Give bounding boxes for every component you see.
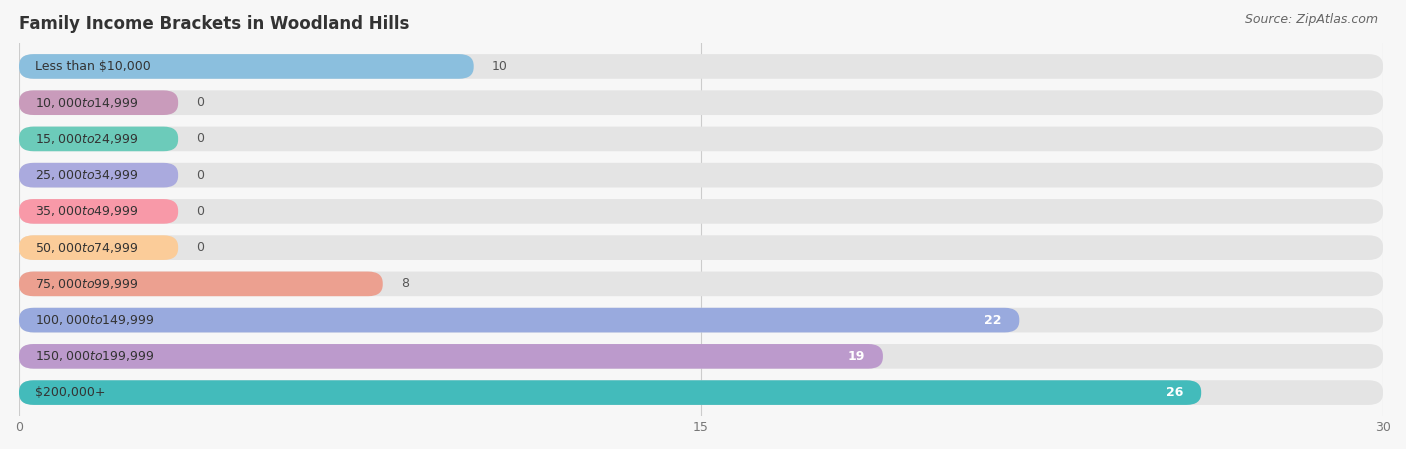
Text: $150,000 to $199,999: $150,000 to $199,999 — [35, 349, 155, 363]
FancyBboxPatch shape — [20, 127, 1384, 151]
FancyBboxPatch shape — [20, 272, 1384, 296]
Text: $100,000 to $149,999: $100,000 to $149,999 — [35, 313, 155, 327]
FancyBboxPatch shape — [20, 272, 382, 296]
Text: 8: 8 — [401, 277, 409, 291]
FancyBboxPatch shape — [20, 344, 1384, 369]
FancyBboxPatch shape — [20, 163, 1384, 188]
Text: $15,000 to $24,999: $15,000 to $24,999 — [35, 132, 138, 146]
Text: $50,000 to $74,999: $50,000 to $74,999 — [35, 241, 138, 255]
Text: 10: 10 — [492, 60, 508, 73]
FancyBboxPatch shape — [20, 380, 1384, 405]
FancyBboxPatch shape — [20, 127, 179, 151]
Text: 0: 0 — [197, 169, 204, 182]
FancyBboxPatch shape — [20, 90, 1384, 115]
FancyBboxPatch shape — [20, 54, 474, 79]
Text: 26: 26 — [1166, 386, 1182, 399]
Text: 0: 0 — [197, 132, 204, 145]
FancyBboxPatch shape — [20, 235, 179, 260]
FancyBboxPatch shape — [20, 308, 1019, 332]
Text: $10,000 to $14,999: $10,000 to $14,999 — [35, 96, 138, 110]
FancyBboxPatch shape — [20, 199, 179, 224]
FancyBboxPatch shape — [20, 54, 1384, 79]
Text: $200,000+: $200,000+ — [35, 386, 105, 399]
Text: 19: 19 — [848, 350, 865, 363]
FancyBboxPatch shape — [20, 163, 179, 188]
Text: $35,000 to $49,999: $35,000 to $49,999 — [35, 204, 138, 218]
FancyBboxPatch shape — [20, 344, 883, 369]
Text: 0: 0 — [197, 205, 204, 218]
Text: 0: 0 — [197, 241, 204, 254]
Text: Family Income Brackets in Woodland Hills: Family Income Brackets in Woodland Hills — [20, 15, 409, 33]
FancyBboxPatch shape — [20, 235, 1384, 260]
Text: Less than $10,000: Less than $10,000 — [35, 60, 150, 73]
FancyBboxPatch shape — [20, 199, 1384, 224]
Text: Source: ZipAtlas.com: Source: ZipAtlas.com — [1244, 13, 1378, 26]
FancyBboxPatch shape — [20, 308, 1384, 332]
FancyBboxPatch shape — [20, 380, 1201, 405]
Text: 22: 22 — [984, 313, 1001, 326]
Text: 0: 0 — [197, 96, 204, 109]
Text: $75,000 to $99,999: $75,000 to $99,999 — [35, 277, 138, 291]
Text: $25,000 to $34,999: $25,000 to $34,999 — [35, 168, 138, 182]
FancyBboxPatch shape — [20, 90, 179, 115]
